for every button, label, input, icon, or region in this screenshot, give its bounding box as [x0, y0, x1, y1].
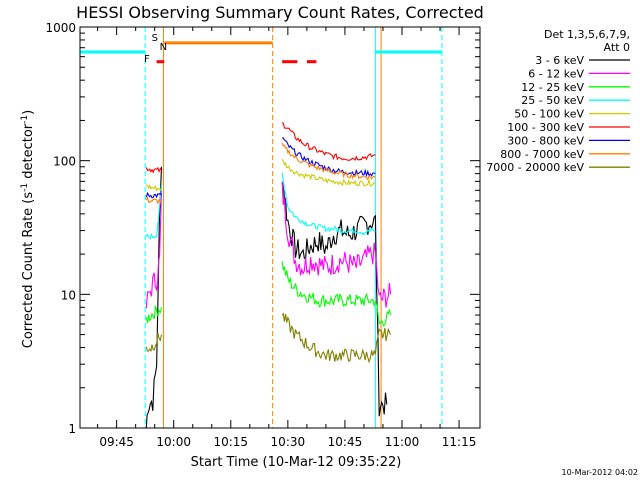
legend-header-detectors: Det 1,3,5,6,7,9, — [544, 28, 630, 41]
y-tick-label-3: 1000 — [45, 21, 76, 35]
flag-s: S — [152, 33, 158, 44]
axes: 09:45 10:00 10:15 10:30 10:45 11:00 11:15 1 10 10… — [45, 21, 481, 449]
legend-label-2: 12 - 25 keV — [521, 81, 584, 94]
flag-n: N — [160, 42, 167, 53]
series-line-1-seg-1 — [281, 181, 392, 308]
x-axis-label: Start Time (10-Mar-12 09:35:22) — [191, 455, 402, 470]
chart-title: HESSI Observing Summary Count Rates, Cor… — [76, 3, 484, 22]
series-line-6-seg-0 — [145, 191, 162, 199]
x-tick-label-3: 10:30 — [271, 435, 306, 449]
series-line-1-seg-0 — [145, 190, 163, 309]
series-line-7-seg-0 — [145, 196, 162, 205]
series-line-8-seg-0 — [145, 332, 163, 353]
y-axis-label: Corrected Count Rate (s-1 detector-1) — [20, 110, 36, 348]
legend-header-attenuator: Att 0 — [604, 41, 630, 54]
legend-label-6: 300 - 800 keV — [507, 134, 584, 147]
x-tick-label-4: 10:45 — [328, 435, 363, 449]
x-tick-label-2: 10:15 — [213, 435, 248, 449]
legend-label-7: 800 - 7000 keV — [500, 148, 584, 161]
series-line-2-seg-1 — [281, 261, 392, 328]
legend-label-0: 3 - 6 keV — [535, 54, 584, 67]
x-tick-label-6: 11:15 — [442, 435, 477, 449]
x-tick-label-5: 11:00 — [385, 435, 420, 449]
series-line-2-seg-0 — [145, 305, 163, 324]
flag-f: F — [144, 54, 150, 65]
series-line-8-seg-1 — [281, 312, 392, 364]
series-line-3-seg-1 — [281, 172, 376, 236]
axis-frame — [79, 26, 481, 429]
legend-label-5: 100 - 300 keV — [507, 121, 584, 134]
legend-label-1: 6 - 12 keV — [528, 67, 584, 80]
x-tick-label-0: 09:45 — [99, 435, 134, 449]
plot-area: SNF — [80, 27, 443, 429]
y-tick-label-2: 100 — [53, 155, 76, 169]
legend-label-4: 50 - 100 keV — [514, 108, 584, 121]
series-line-5-seg-0 — [145, 166, 162, 174]
series-line-3-seg-0 — [145, 185, 163, 241]
series-line-4-seg-0 — [145, 184, 162, 192]
legend-label-3: 25 - 50 keV — [521, 94, 584, 107]
x-tick-label-1: 10:00 — [156, 435, 191, 449]
series-line-7-seg-1 — [281, 142, 376, 181]
series-line-6-seg-1 — [282, 137, 376, 178]
y-tick-label-1: 10 — [61, 288, 76, 302]
series-line-0-seg-0 — [145, 166, 163, 429]
series-line-0-seg-1 — [281, 182, 388, 417]
y-tick-label-0: 1 — [68, 422, 76, 436]
footer-date: 10-Mar-2012 04:02 — [562, 468, 639, 477]
legend-label-8: 7000 - 20000 keV — [486, 161, 584, 174]
series-line-4-seg-1 — [281, 158, 376, 187]
series-line-5-seg-1 — [281, 122, 376, 161]
